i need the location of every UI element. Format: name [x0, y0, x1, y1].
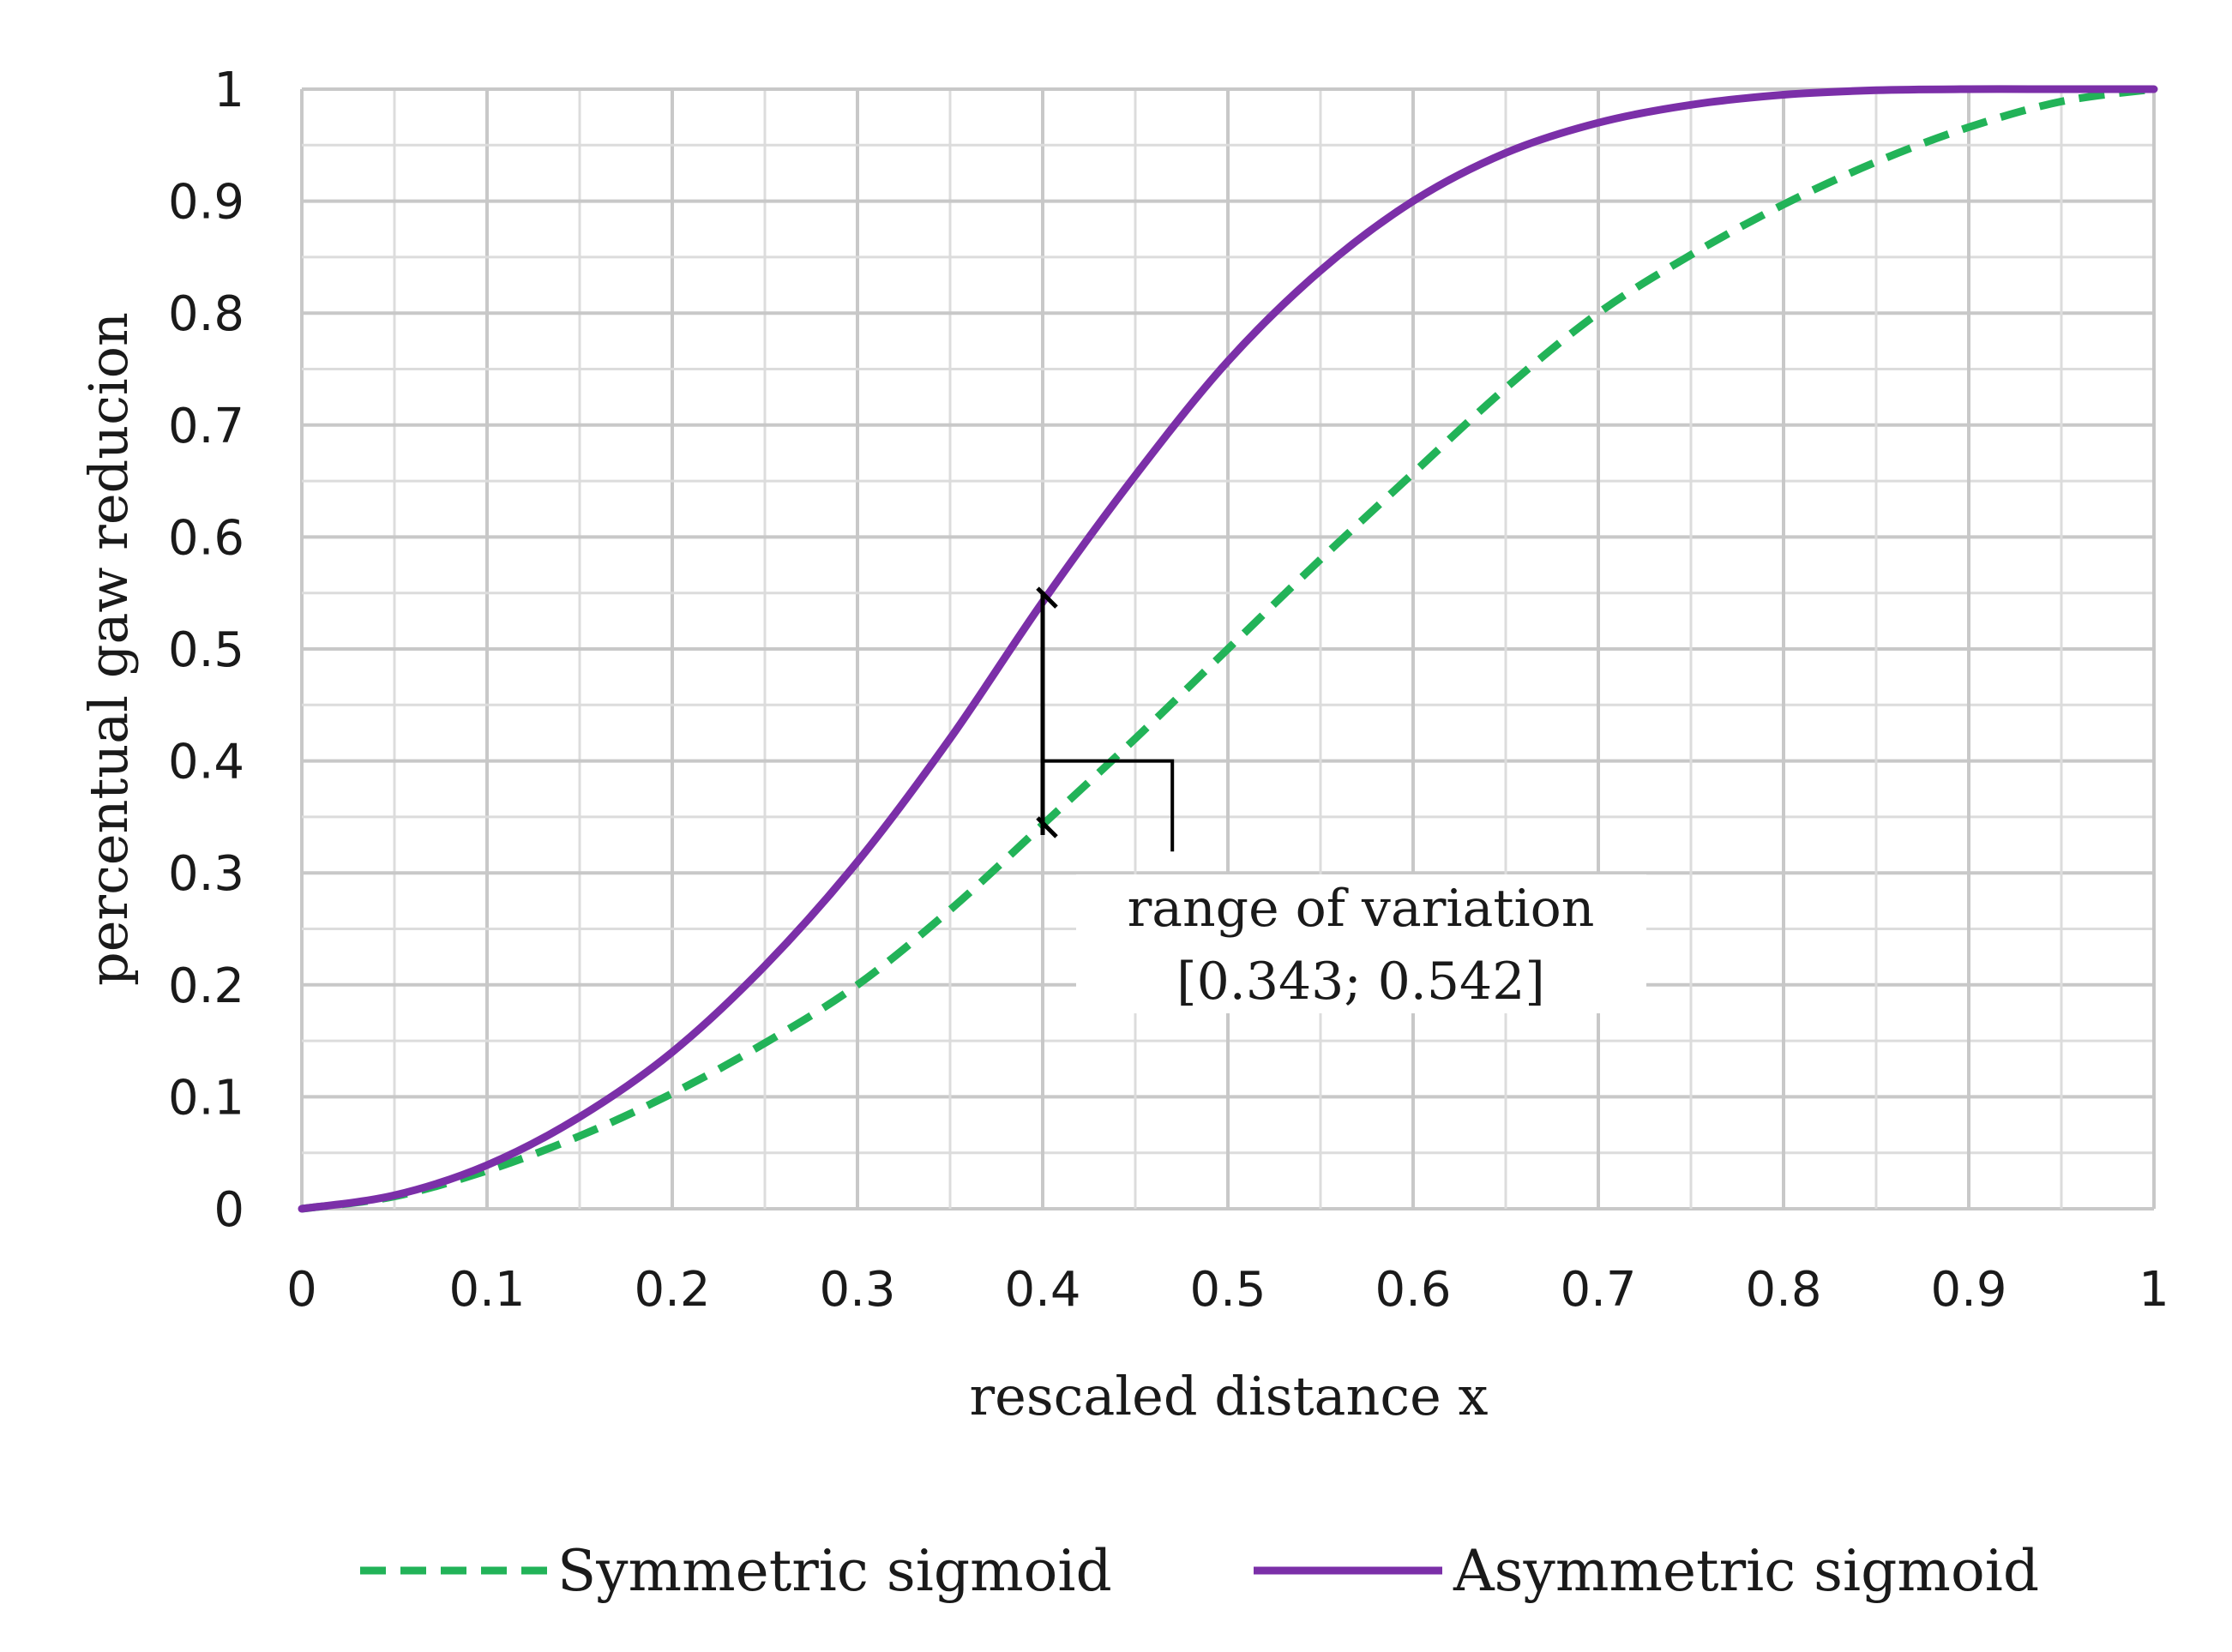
y-tick-label: 0.8 [168, 286, 244, 342]
x-axis-title: rescaled distance x [970, 1365, 1489, 1427]
x-tick-label: 0.6 [1375, 1262, 1451, 1318]
y-tick-label: 0.7 [168, 399, 244, 454]
annotation-label-line1: range of variation [1128, 879, 1595, 939]
y-tick-label: 0.2 [168, 958, 244, 1014]
y-tick-label: 1 [214, 63, 244, 118]
x-tick-label: 0.1 [448, 1262, 525, 1318]
legend-label-symmetric: Symmetric sigmoid [557, 1538, 1112, 1604]
x-axis-ticks: 0 0.1 0.2 0.3 0.4 0.5 0.6 0.7 0.8 0.9 1 [286, 1262, 2169, 1318]
y-tick-label: 0.1 [168, 1070, 244, 1126]
x-tick-label: 0 [286, 1262, 317, 1318]
series-lines [298, 85, 2158, 1213]
y-tick-label: 0.5 [168, 622, 244, 678]
x-tick-label: 0.4 [1004, 1262, 1080, 1318]
annotation-label-line2: [0.343; 0.542] [1176, 952, 1545, 1012]
legend: Symmetric sigmoid Asymmetric sigmoid [360, 1538, 2039, 1604]
x-tick-label: 0.2 [634, 1262, 710, 1318]
asymmetric-sigmoid-line [298, 85, 2158, 1213]
y-tick-label: 0.6 [168, 510, 244, 566]
x-tick-label: 1 [2139, 1262, 2169, 1318]
range-bottom-tick [1036, 816, 1058, 838]
range-top-tick [1036, 586, 1058, 609]
y-tick-label: 0.9 [168, 175, 244, 231]
x-tick-label: 0.8 [1745, 1262, 1821, 1318]
x-tick-label: 0.5 [1189, 1262, 1266, 1318]
legend-label-asymmetric: Asymmetric sigmoid [1453, 1538, 2039, 1604]
y-tick-label: 0.3 [168, 846, 244, 902]
y-tick-label: 0 [214, 1182, 244, 1238]
y-axis-ticks: 0 0.1 0.2 0.3 0.4 0.5 0.6 0.7 0.8 0.9 1 [168, 63, 244, 1238]
x-tick-label: 0.7 [1560, 1262, 1636, 1318]
x-tick-label: 0.3 [819, 1262, 895, 1318]
range-annotation: range of variation [0.343; 0.542] [1036, 586, 1646, 1013]
annotation-label-background [1076, 874, 1646, 1013]
y-axis-title: percentual gaw reducion [77, 312, 140, 986]
symmetric-sigmoid-line [301, 85, 2155, 1213]
y-tick-label: 0.4 [168, 735, 244, 790]
x-tick-label: 0.9 [1930, 1262, 2006, 1318]
annotation-leader-line [1043, 759, 1175, 852]
